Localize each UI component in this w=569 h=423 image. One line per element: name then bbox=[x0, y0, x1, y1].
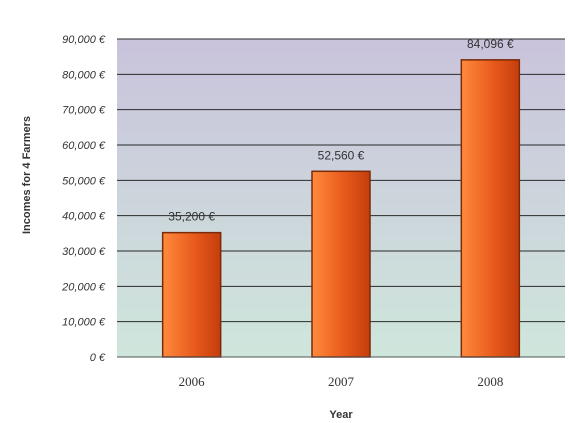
x-axis-title: Year bbox=[329, 409, 353, 421]
data-label-2007: 52,560 € bbox=[318, 148, 365, 162]
x-tick-label: 2006 bbox=[179, 374, 206, 389]
y-tick-label: 50,000 € bbox=[62, 175, 106, 187]
data-label-2008: 84,096 € bbox=[467, 37, 514, 51]
bar-2006 bbox=[161, 231, 222, 358]
y-tick-label: 40,000 € bbox=[62, 211, 106, 223]
y-tick-label: 80,000 € bbox=[62, 69, 106, 81]
y-tick-label: 70,000 € bbox=[62, 105, 106, 117]
x-tick-label: 2007 bbox=[328, 374, 355, 389]
y-tick-label: 10,000 € bbox=[62, 317, 106, 329]
y-axis-title: Incomes for 4 Farmers bbox=[21, 116, 33, 234]
x-tick-label: 2008 bbox=[477, 374, 503, 389]
y-tick-label: 0 € bbox=[90, 352, 106, 364]
y-tick-label: 20,000 € bbox=[61, 281, 106, 293]
bars bbox=[161, 59, 521, 358]
y-tick-label: 90,000 € bbox=[62, 34, 106, 46]
y-axis: 0 € 10,000 € 20,000 € 30,000 € 40,000 € 50,00… bbox=[61, 34, 106, 364]
x-axis: 2006 2007 2008 bbox=[179, 374, 504, 389]
bar-2007 bbox=[311, 170, 371, 358]
bar-2008 bbox=[460, 59, 521, 358]
y-tick-label: 60,000 € bbox=[62, 140, 106, 152]
y-tick-label: 30,000 € bbox=[62, 246, 106, 258]
data-labels: 35,200 € 52,560 € 84,096 € bbox=[168, 37, 514, 224]
data-label-2006: 35,200 € bbox=[168, 210, 215, 224]
